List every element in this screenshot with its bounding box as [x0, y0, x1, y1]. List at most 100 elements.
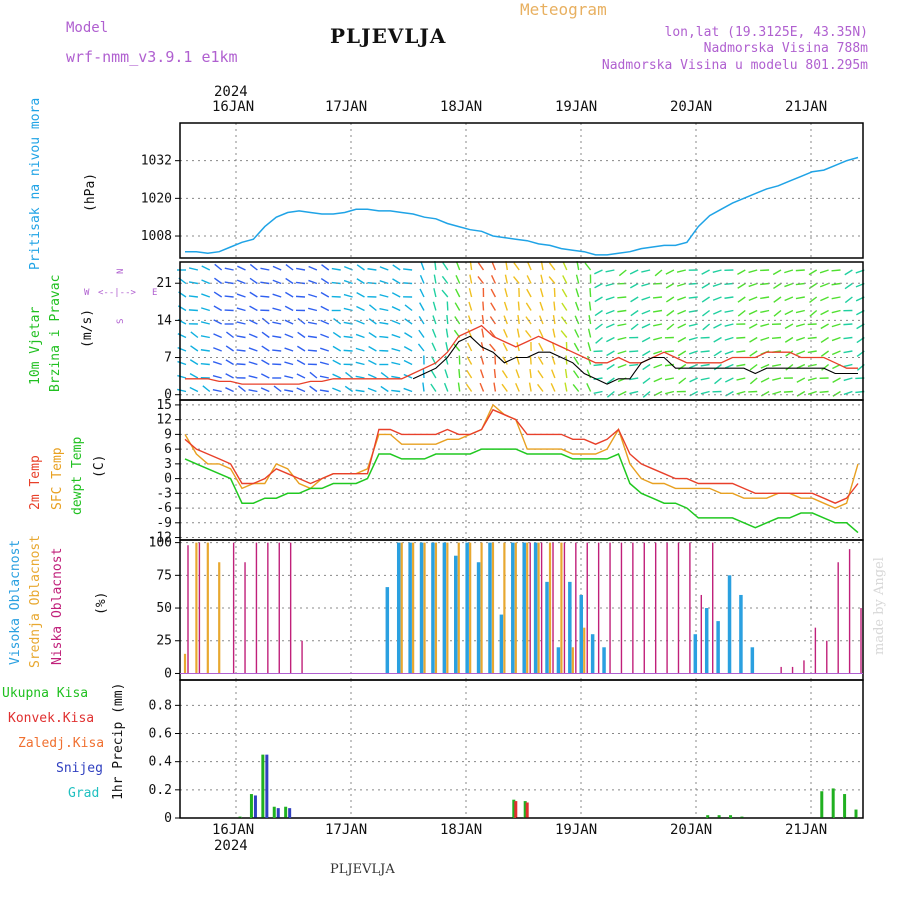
wind-arrow: [200, 349, 210, 352]
wind-arrow: [688, 336, 698, 341]
wind-arrow: [538, 315, 544, 325]
wind-arrow: [284, 375, 294, 379]
wind-arrow: [526, 275, 532, 284]
wind-arrow: [403, 387, 413, 393]
wind-arrow: [678, 363, 687, 371]
y-tick-label: 0: [164, 388, 172, 403]
wind-arrow: [773, 282, 782, 289]
wind-arrow: [481, 314, 485, 325]
wind-arrow: [320, 319, 330, 325]
y-tick-label: 14: [156, 313, 172, 328]
high-cloud-bar: [499, 614, 504, 674]
y-tick-label: 7: [164, 351, 172, 366]
dewpoint-line: [184, 448, 859, 534]
wind-arrow: [260, 295, 270, 298]
wind-arrow: [177, 360, 187, 366]
wind-arrow: [666, 309, 675, 317]
wind-arrow: [502, 328, 508, 338]
panel-frame-cloud: [179, 539, 864, 681]
wind-arrow: [260, 387, 270, 393]
wind-arrow: [212, 388, 222, 393]
model-altitude-info: Nadmorska Visina u modelu 801.295m: [601, 58, 868, 73]
total-rain-bar: [820, 791, 824, 818]
mid-cloud-bar: [423, 542, 426, 674]
wind-arrow: [843, 390, 853, 396]
snow-bar: [288, 808, 292, 818]
wind-arrow: [807, 363, 817, 368]
low-cloud-bar: [597, 542, 600, 674]
wind-arrow: [261, 359, 270, 366]
top-day-label: 17JAN: [325, 99, 368, 115]
panel-frame-precip: [179, 679, 864, 819]
y-tick-label: 6: [164, 442, 172, 457]
wind-arrow: [502, 342, 508, 352]
wind-arrow: [468, 288, 473, 298]
wind-arrow: [606, 336, 615, 343]
wind-arrow: [308, 265, 318, 271]
high-cloud-bar: [533, 542, 538, 674]
wind-arrow: [404, 304, 413, 312]
low-cloud-bar: [860, 608, 862, 674]
high-cloud-bar: [522, 542, 526, 674]
low-cloud-bar: [848, 549, 851, 674]
wind-arrow: [575, 274, 580, 284]
wind-arrow: [214, 263, 223, 271]
wind-arrow: [236, 321, 246, 325]
wind-arrow: [677, 309, 687, 315]
wind-arrow: [367, 282, 377, 285]
wind-arrow: [284, 305, 294, 312]
wind-arrow: [808, 282, 818, 290]
wind-arrow: [772, 363, 782, 367]
bottom-day-label: 21JAN: [785, 822, 828, 838]
wind-arrow: [831, 350, 841, 356]
wind-arrow: [468, 301, 473, 311]
low-cloud-bar: [563, 542, 566, 674]
wind-arrow: [516, 328, 520, 338]
wind-arrow: [332, 345, 342, 352]
wind-arrow: [515, 369, 520, 379]
wind-arrow: [784, 323, 794, 329]
model-label: Model: [66, 20, 109, 36]
wind-arrow: [285, 291, 294, 298]
wind-arrow: [564, 382, 568, 392]
total-rain-bar: [284, 806, 288, 818]
wind-arrow: [379, 266, 389, 271]
wind-arrow: [467, 342, 473, 352]
wind-arrow: [477, 275, 485, 284]
wind-arrow: [642, 363, 651, 371]
wind-arrow: [320, 333, 330, 339]
wind-arrow: [343, 279, 353, 285]
wind-arrow: [320, 305, 330, 312]
bottom-day-label: 18JAN: [440, 822, 483, 838]
wind-arrow: [832, 390, 841, 397]
wind-arrow: [455, 274, 461, 284]
wind-arrow: [379, 321, 389, 325]
wind-arrow: [430, 383, 437, 392]
high-cloud-bar: [716, 621, 720, 674]
wind-arrow: [356, 305, 365, 312]
wind-arrow: [380, 372, 389, 379]
wind-arrow: [688, 296, 698, 299]
wind-arrow: [332, 373, 341, 379]
wind-arrow-field: [177, 260, 865, 398]
wind-arrow: [832, 377, 841, 383]
wind-arrow: [654, 269, 663, 277]
wind-arrow: [261, 345, 270, 352]
high-cloud-bar: [568, 581, 572, 674]
wind-arrow: [630, 309, 639, 317]
high-cloud-bar: [590, 634, 595, 674]
wind-arrow: [783, 390, 793, 393]
wind-arrow: [320, 347, 330, 352]
wind-arrow: [526, 261, 532, 271]
wind-arrow: [190, 345, 199, 352]
wind-arrow: [490, 275, 497, 284]
wind-arrow: [808, 269, 818, 276]
wind-arrow: [749, 377, 758, 385]
wind-arrow: [214, 277, 223, 285]
y-tick-label: 50: [156, 601, 172, 616]
wind-arrow: [443, 382, 449, 392]
wind-arrow: [201, 265, 211, 271]
wind-arrow: [432, 301, 437, 311]
mid-cloud-bar: [457, 542, 460, 674]
total-rain-bar: [261, 754, 265, 818]
